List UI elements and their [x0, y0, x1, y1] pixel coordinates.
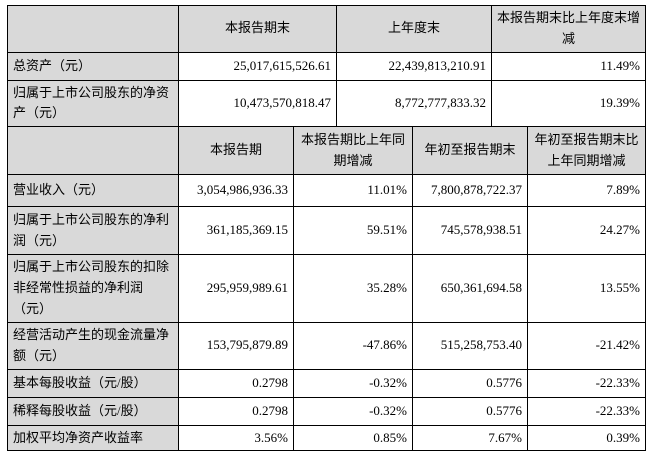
- cell-value: 361,185,369.15: [178, 206, 294, 256]
- cell-value: 10,473,570,818.47: [178, 79, 337, 128]
- cell-value: -22.33%: [527, 396, 646, 426]
- cell-value: 0.85%: [293, 424, 413, 451]
- table-header-row: 本报告期 本报告期比上年同期增减 年初至报告期末 年初至报告期末比上年同期增减: [7, 126, 646, 176]
- cell-value: 11.49%: [491, 51, 646, 81]
- row-label: 营业收入（元）: [7, 174, 179, 208]
- cell-value: 7,800,878,722.37: [412, 174, 528, 208]
- cell-value: -22.33%: [527, 368, 646, 398]
- column-header-current-period: 本报告期: [178, 126, 294, 176]
- row-label: 总资产（元）: [7, 51, 179, 81]
- cell-value: 745,578,938.51: [412, 206, 528, 256]
- cell-value: 295,959,989.61: [178, 254, 294, 323]
- cell-value: 0.5776: [412, 368, 528, 398]
- cell-value: 13.55%: [527, 254, 646, 323]
- cell-value: -21.42%: [527, 321, 646, 370]
- row-label: 归属于上市公司股东的净利润（元）: [7, 206, 179, 256]
- cell-value: 650,361,694.58: [412, 254, 528, 323]
- cell-value: 22,439,813,210.91: [336, 51, 492, 81]
- row-label: 加权平均净资产收益率: [7, 424, 179, 451]
- table-header-row: 本报告期末 上年度末 本报告期末比上年度末增减: [7, 5, 646, 53]
- row-label: 稀释每股收益（元/股）: [7, 396, 179, 426]
- cell-value: 0.2798: [178, 396, 294, 426]
- cell-value: 24.27%: [527, 206, 646, 256]
- cell-value: 7.89%: [527, 174, 646, 208]
- cell-value: 8,772,777,833.32: [336, 79, 492, 128]
- row-label: 基本每股收益（元/股）: [7, 368, 179, 398]
- table-row-weighted-avg-roe: 加权平均净资产收益率 3.56% 0.85% 7.67% 0.39%: [7, 424, 646, 451]
- table-row-net-profit-excl-nonrecurring: 归属于上市公司股东的扣除非经常性损益的净利润（元） 295,959,989.61…: [7, 254, 646, 323]
- cell-value: -0.32%: [293, 368, 413, 398]
- cell-value: -47.86%: [293, 321, 413, 370]
- cell-value: 0.39%: [527, 424, 646, 451]
- cell-value: 3,054,986,936.33: [178, 174, 294, 208]
- income-summary-table: 本报告期 本报告期比上年同期增减 年初至报告期末 年初至报告期末比上年同期增减 …: [7, 126, 646, 451]
- column-header-prior-year-end: 上年度末: [336, 5, 492, 53]
- cell-value: 0.2798: [178, 368, 294, 398]
- row-label: 归属于上市公司股东的扣除非经常性损益的净利润（元）: [7, 254, 179, 323]
- corner-header-cell: [7, 126, 179, 176]
- row-label: 归属于上市公司股东的净资产（元）: [7, 79, 179, 128]
- cell-value: 3.56%: [178, 424, 294, 451]
- cell-value: 25,017,615,526.61: [178, 51, 337, 81]
- table-row-net-assets: 归属于上市公司股东的净资产（元） 10,473,570,818.47 8,772…: [7, 79, 646, 128]
- cell-value: 515,258,753.40: [412, 321, 528, 370]
- row-label: 经营活动产生的现金流量净额（元）: [7, 321, 179, 370]
- cell-value: 153,795,879.89: [178, 321, 294, 370]
- cell-value: 35.28%: [293, 254, 413, 323]
- table-row-operating-revenue: 营业收入（元） 3,054,986,936.33 11.01% 7,800,87…: [7, 174, 646, 208]
- cell-value: 19.39%: [491, 79, 646, 128]
- corner-header-cell: [7, 5, 179, 53]
- table-row-basic-eps: 基本每股收益（元/股） 0.2798 -0.32% 0.5776 -22.33%: [7, 368, 646, 398]
- column-header-change-vs-same-period: 本报告期比上年同期增减: [293, 126, 413, 176]
- table-row-total-assets: 总资产（元） 25,017,615,526.61 22,439,813,210.…: [7, 51, 646, 81]
- cell-value: 0.5776: [412, 396, 528, 426]
- cell-value: -0.32%: [293, 396, 413, 426]
- table-row-net-profit: 归属于上市公司股东的净利润（元） 361,185,369.15 59.51% 7…: [7, 206, 646, 256]
- balance-summary-table: 本报告期末 上年度末 本报告期末比上年度末增减 总资产（元） 25,017,61…: [7, 5, 646, 128]
- column-header-change-vs-prior-year-end: 本报告期末比上年度末增减: [491, 5, 646, 53]
- table-row-operating-cash-flow: 经营活动产生的现金流量净额（元） 153,795,879.89 -47.86% …: [7, 321, 646, 370]
- cell-value: 59.51%: [293, 206, 413, 256]
- cell-value: 11.01%: [293, 174, 413, 208]
- cell-value: 7.67%: [412, 424, 528, 451]
- table-row-diluted-eps: 稀释每股收益（元/股） 0.2798 -0.32% 0.5776 -22.33%: [7, 396, 646, 426]
- column-header-year-to-date: 年初至报告期末: [412, 126, 528, 176]
- column-header-current-period-end: 本报告期末: [178, 5, 337, 53]
- column-header-ytd-change-vs-same-period: 年初至报告期末比上年同期增减: [527, 126, 646, 176]
